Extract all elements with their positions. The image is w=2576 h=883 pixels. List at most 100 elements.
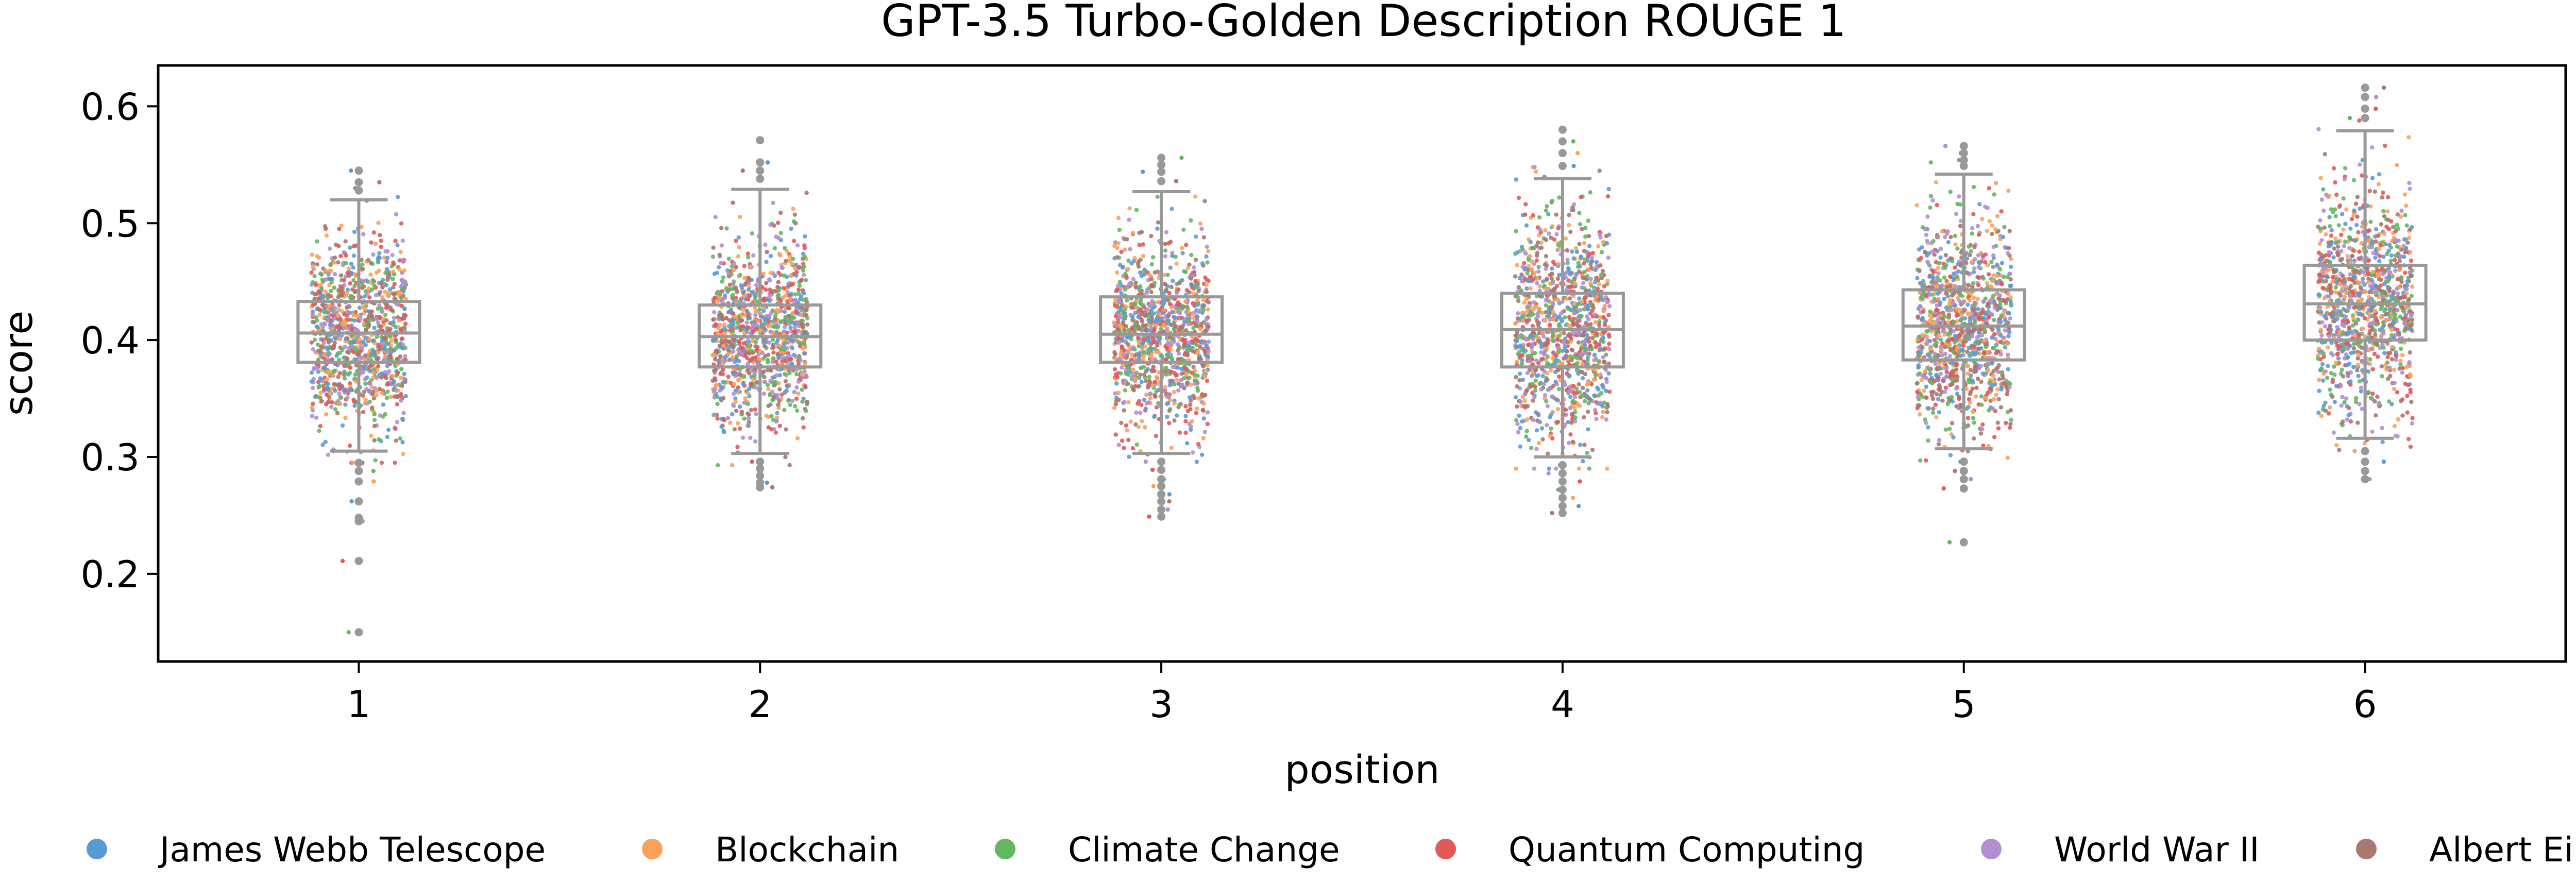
strip-point: [771, 200, 775, 205]
strip-point: [391, 380, 396, 384]
strip-point: [1950, 293, 1955, 298]
strip-point: [730, 296, 735, 301]
strip-point: [804, 191, 809, 195]
strip-point: [1133, 311, 1138, 315]
strip-point: [776, 405, 781, 411]
strip-point: [394, 346, 398, 351]
strip-point: [1586, 380, 1591, 385]
strip-point: [773, 317, 778, 321]
strip-point: [746, 337, 751, 343]
strip-point: [1521, 404, 1526, 409]
strip-point: [1530, 390, 1535, 395]
strip-point: [346, 630, 351, 635]
strip-point: [1193, 279, 1198, 284]
strip-point: [1519, 279, 1524, 283]
strip-point: [315, 262, 319, 267]
strip-point: [769, 311, 774, 315]
strip-point: [1183, 299, 1188, 304]
strip-point: [343, 402, 348, 407]
strip-point: [1594, 260, 1599, 265]
strip-point: [803, 345, 807, 349]
strip-point: [399, 367, 404, 371]
strip-point: [1545, 423, 1549, 428]
strip-point: [1137, 376, 1141, 380]
strip-point: [731, 349, 736, 354]
strip-point: [333, 306, 337, 311]
strip-point: [742, 416, 747, 421]
strip-point: [376, 320, 381, 325]
strip-point: [402, 371, 406, 377]
strip-point: [1183, 337, 1188, 343]
strip-point: [370, 405, 375, 410]
strip-point: [1186, 310, 1191, 314]
strip-point: [787, 463, 792, 468]
strip-point: [1532, 270, 1537, 275]
strip-point: [1133, 280, 1138, 285]
strip-point: [1544, 237, 1549, 242]
strip-point: [363, 336, 368, 341]
strip-point: [315, 318, 319, 323]
strip-point: [1605, 466, 1609, 471]
strip-point: [749, 264, 754, 269]
strip-point: [1136, 424, 1141, 429]
strip-point: [1588, 397, 1592, 402]
strip-point: [1147, 319, 1152, 324]
strip-point: [1981, 276, 1986, 281]
strip-point: [745, 390, 750, 396]
strip-point: [737, 359, 741, 364]
strip-point: [351, 253, 357, 258]
strip-point: [349, 168, 353, 173]
strip-point: [781, 344, 786, 349]
strip-point: [1113, 391, 1118, 396]
strip-point: [1524, 223, 1529, 228]
strip-point: [349, 295, 354, 300]
strip-point: [1957, 194, 1961, 199]
strip-point: [329, 280, 334, 285]
strip-point: [1565, 339, 1570, 344]
strip-point: [1564, 287, 1569, 292]
strip-point: [1114, 270, 1120, 275]
strip-point: [715, 401, 720, 406]
strip-point: [783, 325, 787, 329]
strip-point: [1163, 282, 1167, 286]
strip-point: [317, 312, 322, 317]
strip-point: [801, 265, 805, 270]
strip-point: [1536, 322, 1540, 327]
strip-point: [752, 381, 757, 386]
strip-point: [1574, 271, 1579, 277]
strip-point: [799, 313, 804, 317]
strip-point: [1583, 295, 1587, 300]
strip-point: [345, 356, 350, 361]
strip-point: [1131, 387, 1136, 392]
strip-point: [370, 278, 375, 282]
strip-point: [383, 354, 388, 359]
strip-point: [1149, 299, 1155, 303]
strip-point: [343, 388, 348, 393]
strip-point: [717, 252, 722, 257]
strip-point: [754, 283, 759, 287]
strip-point: [1191, 283, 1196, 288]
strip-point: [784, 388, 789, 393]
strip-point: [391, 277, 395, 281]
strip-point: [735, 288, 739, 294]
strip-point: [1147, 273, 1152, 278]
strip-point: [377, 347, 382, 351]
strip-point: [1127, 217, 1131, 222]
strip-point: [1116, 327, 1121, 332]
strip-point: [718, 396, 723, 401]
strip-point: [368, 310, 373, 315]
strip-point: [722, 293, 727, 298]
strip-point: [387, 369, 392, 373]
strip-point: [773, 289, 778, 294]
strip-point: [740, 307, 745, 312]
strip-point: [742, 400, 747, 405]
strip-point: [1123, 247, 1127, 252]
strip-point: [2006, 189, 2011, 193]
strip-point: [804, 409, 808, 413]
strip-point: [317, 283, 321, 288]
strip-point: [322, 387, 327, 392]
strip-point: [1528, 253, 1532, 259]
strip-point: [347, 444, 352, 448]
strip-point: [1147, 375, 1151, 379]
strip-point: [381, 402, 386, 407]
